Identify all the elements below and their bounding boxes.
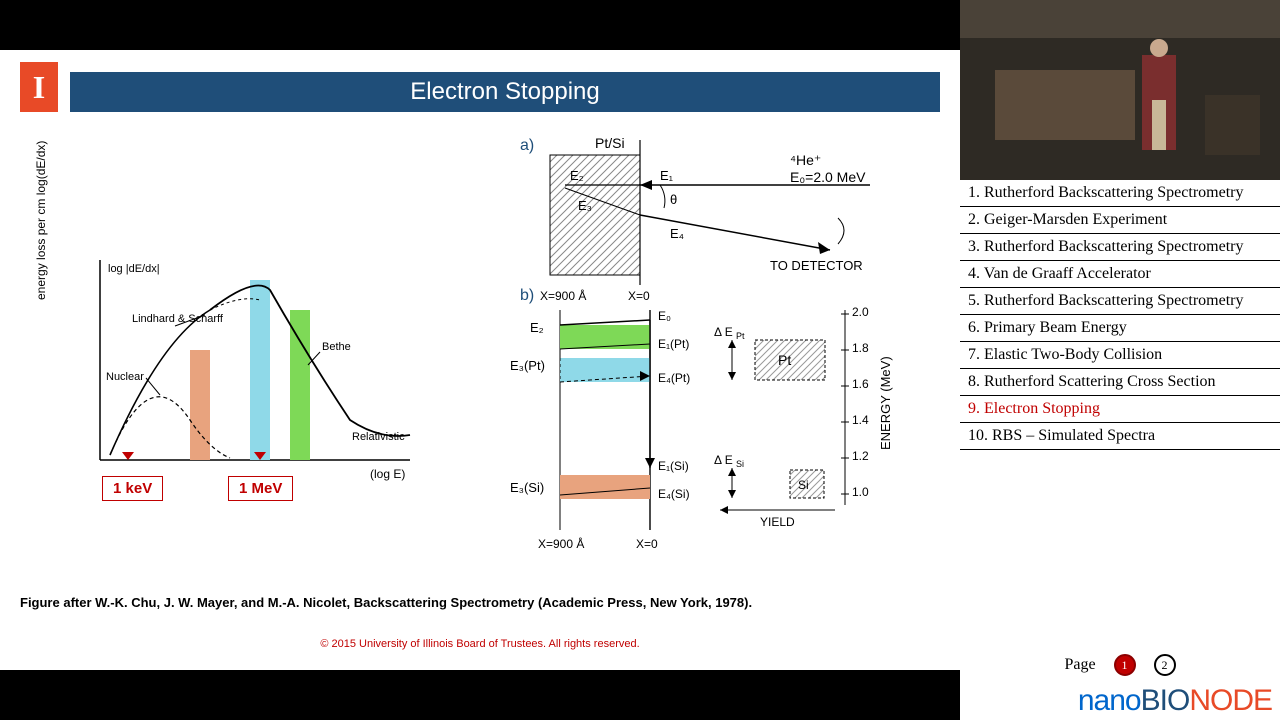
svg-text:⁴He⁺: ⁴He⁺ (790, 152, 821, 168)
svg-text:E₂: E₂ (530, 320, 544, 335)
svg-text:E₄(Pt): E₄(Pt) (658, 371, 690, 385)
svg-text:E₁(Pt): E₁(Pt) (658, 337, 689, 351)
svg-text:Pt: Pt (736, 331, 745, 341)
panel-b: b) (470, 270, 930, 570)
slide-area: I Electron Stopping (0, 0, 960, 720)
svg-text:Nuclear: Nuclear (106, 371, 144, 383)
toc-item-8[interactable]: 8. Rutherford Scattering Cross Section (960, 369, 1280, 396)
svg-text:b): b) (520, 287, 534, 304)
svg-text:E₃(Si): E₃(Si) (510, 480, 544, 495)
svg-text:Pt/Si: Pt/Si (595, 135, 625, 151)
svg-text:1.0: 1.0 (852, 485, 869, 499)
svg-text:E₃(Pt): E₃(Pt) (510, 358, 545, 373)
slide-content: I Electron Stopping (0, 50, 960, 670)
video-thumbnail[interactable] (960, 0, 1280, 180)
y-axis-label: energy loss per cm log(dE/dx) (34, 141, 48, 300)
toc-item-1[interactable]: 1. Rutherford Backscattering Spectrometr… (960, 180, 1280, 207)
pager: Page 1 2 (960, 646, 1280, 684)
svg-text:E₀=2.0 MeV: E₀=2.0 MeV (790, 169, 866, 185)
panel-a-label: a) (520, 137, 534, 154)
svg-text:log |dE/dx|: log |dE/dx| (108, 263, 160, 275)
brand-logo: nanoBIONODE (960, 684, 1280, 720)
figure-caption: Figure after W.-K. Chu, J. W. Mayer, and… (20, 595, 752, 610)
page-2-button[interactable]: 2 (1154, 654, 1176, 676)
svg-text:X=0: X=0 (636, 537, 658, 551)
svg-text:1.6: 1.6 (852, 377, 869, 391)
svg-text:Δ E: Δ E (714, 453, 733, 467)
toc-item-9[interactable]: 9. Electron Stopping (960, 396, 1280, 423)
energy-loss-plot: log |dE/dx| Lindhard & Scharff Nuclear B… (60, 240, 430, 500)
page-label: Page (1064, 656, 1095, 674)
page-1-button[interactable]: 1 (1114, 654, 1136, 676)
toc-item-10[interactable]: 10. RBS – Simulated Spectra (960, 423, 1280, 450)
svg-text:E₁(Si): E₁(Si) (658, 459, 689, 473)
toc-item-5[interactable]: 5. Rutherford Backscattering Spectrometr… (960, 288, 1280, 315)
slide-title: Electron Stopping (70, 72, 940, 112)
svg-text:Bethe: Bethe (322, 341, 351, 353)
kev-label: 1 keV (102, 476, 163, 501)
svg-text:Lindhard & Scharff: Lindhard & Scharff (132, 313, 224, 325)
svg-text:ENERGY (MeV): ENERGY (MeV) (878, 356, 893, 450)
toc-item-7[interactable]: 7. Elastic Two-Body Collision (960, 342, 1280, 369)
svg-text:1.4: 1.4 (852, 413, 869, 427)
svg-text:E₃: E₃ (578, 198, 592, 213)
svg-text:2.0: 2.0 (852, 305, 869, 319)
svg-text:YIELD: YIELD (760, 515, 795, 529)
toc-item-6[interactable]: 6. Primary Beam Energy (960, 315, 1280, 342)
svg-text:E₄(Si): E₄(Si) (658, 487, 690, 501)
illinois-logo: I (18, 60, 60, 114)
toc-item-2[interactable]: 2. Geiger-Marsden Experiment (960, 207, 1280, 234)
svg-text:Si: Si (736, 459, 744, 469)
svg-text:E₀: E₀ (658, 309, 671, 323)
copyright-text: © 2015 University of Illinois Board of T… (0, 638, 960, 650)
svg-text:Si: Si (798, 478, 809, 492)
svg-text:X=900 Å: X=900 Å (538, 536, 584, 551)
svg-text:E₄: E₄ (670, 226, 684, 241)
svg-text:(log E): (log E) (370, 467, 405, 481)
sidebar: 1. Rutherford Backscattering Spectrometr… (960, 0, 1280, 720)
toc-item-4[interactable]: 4. Van de Graaff Accelerator (960, 261, 1280, 288)
svg-text:Pt: Pt (778, 352, 791, 368)
table-of-contents: 1. Rutherford Backscattering Spectrometr… (960, 180, 1280, 646)
svg-text:Δ E: Δ E (714, 325, 733, 339)
svg-text:E₁: E₁ (660, 168, 674, 183)
svg-text:E₂: E₂ (570, 168, 584, 183)
svg-text:1.2: 1.2 (852, 449, 869, 463)
svg-text:Relativistic: Relativistic (352, 431, 405, 443)
mev-label: 1 MeV (228, 476, 293, 501)
toc-item-3[interactable]: 3. Rutherford Backscattering Spectrometr… (960, 234, 1280, 261)
svg-text:1.8: 1.8 (852, 341, 869, 355)
svg-text:θ: θ (670, 192, 677, 207)
